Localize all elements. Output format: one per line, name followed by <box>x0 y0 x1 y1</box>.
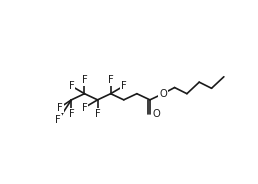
Text: F: F <box>55 115 61 125</box>
Text: O: O <box>152 109 160 119</box>
Text: F: F <box>121 81 127 91</box>
Text: F: F <box>57 102 63 113</box>
Text: F: F <box>69 109 74 119</box>
Text: F: F <box>82 75 87 85</box>
Text: F: F <box>95 109 100 119</box>
Text: F: F <box>108 75 114 85</box>
Text: F: F <box>82 102 87 113</box>
Text: F: F <box>69 81 74 91</box>
Text: O: O <box>159 89 167 99</box>
